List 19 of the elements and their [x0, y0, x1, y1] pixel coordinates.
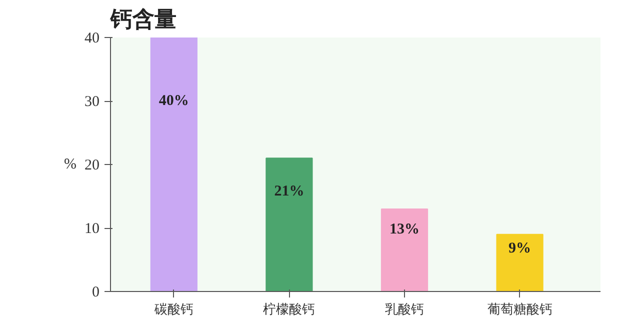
x-tick-label: 碳酸钙 [153, 302, 194, 318]
y-tick-label: 20 [84, 158, 100, 174]
x-tick-label: 葡萄糖酸钙 [487, 302, 552, 318]
bar [150, 38, 198, 292]
bar [380, 208, 428, 292]
data-label: 13% [390, 222, 420, 238]
x-tick-label: 柠檬酸钙 [263, 302, 316, 318]
data-label: 21% [274, 183, 304, 200]
bar [496, 234, 544, 292]
data-label: 40% [158, 93, 189, 109]
data-label: 9% [508, 240, 532, 257]
y-tick-label: 10 [84, 221, 100, 237]
y-axis-title: % [64, 156, 77, 172]
chart-title: 钙含量 [110, 8, 176, 32]
y-tick-label: 30 [84, 94, 100, 110]
y-tick-label: 40 [84, 30, 100, 46]
bar [266, 158, 313, 292]
y-tick-label: 0 [92, 284, 100, 300]
x-tick-label: 乳酸钙 [385, 302, 424, 318]
